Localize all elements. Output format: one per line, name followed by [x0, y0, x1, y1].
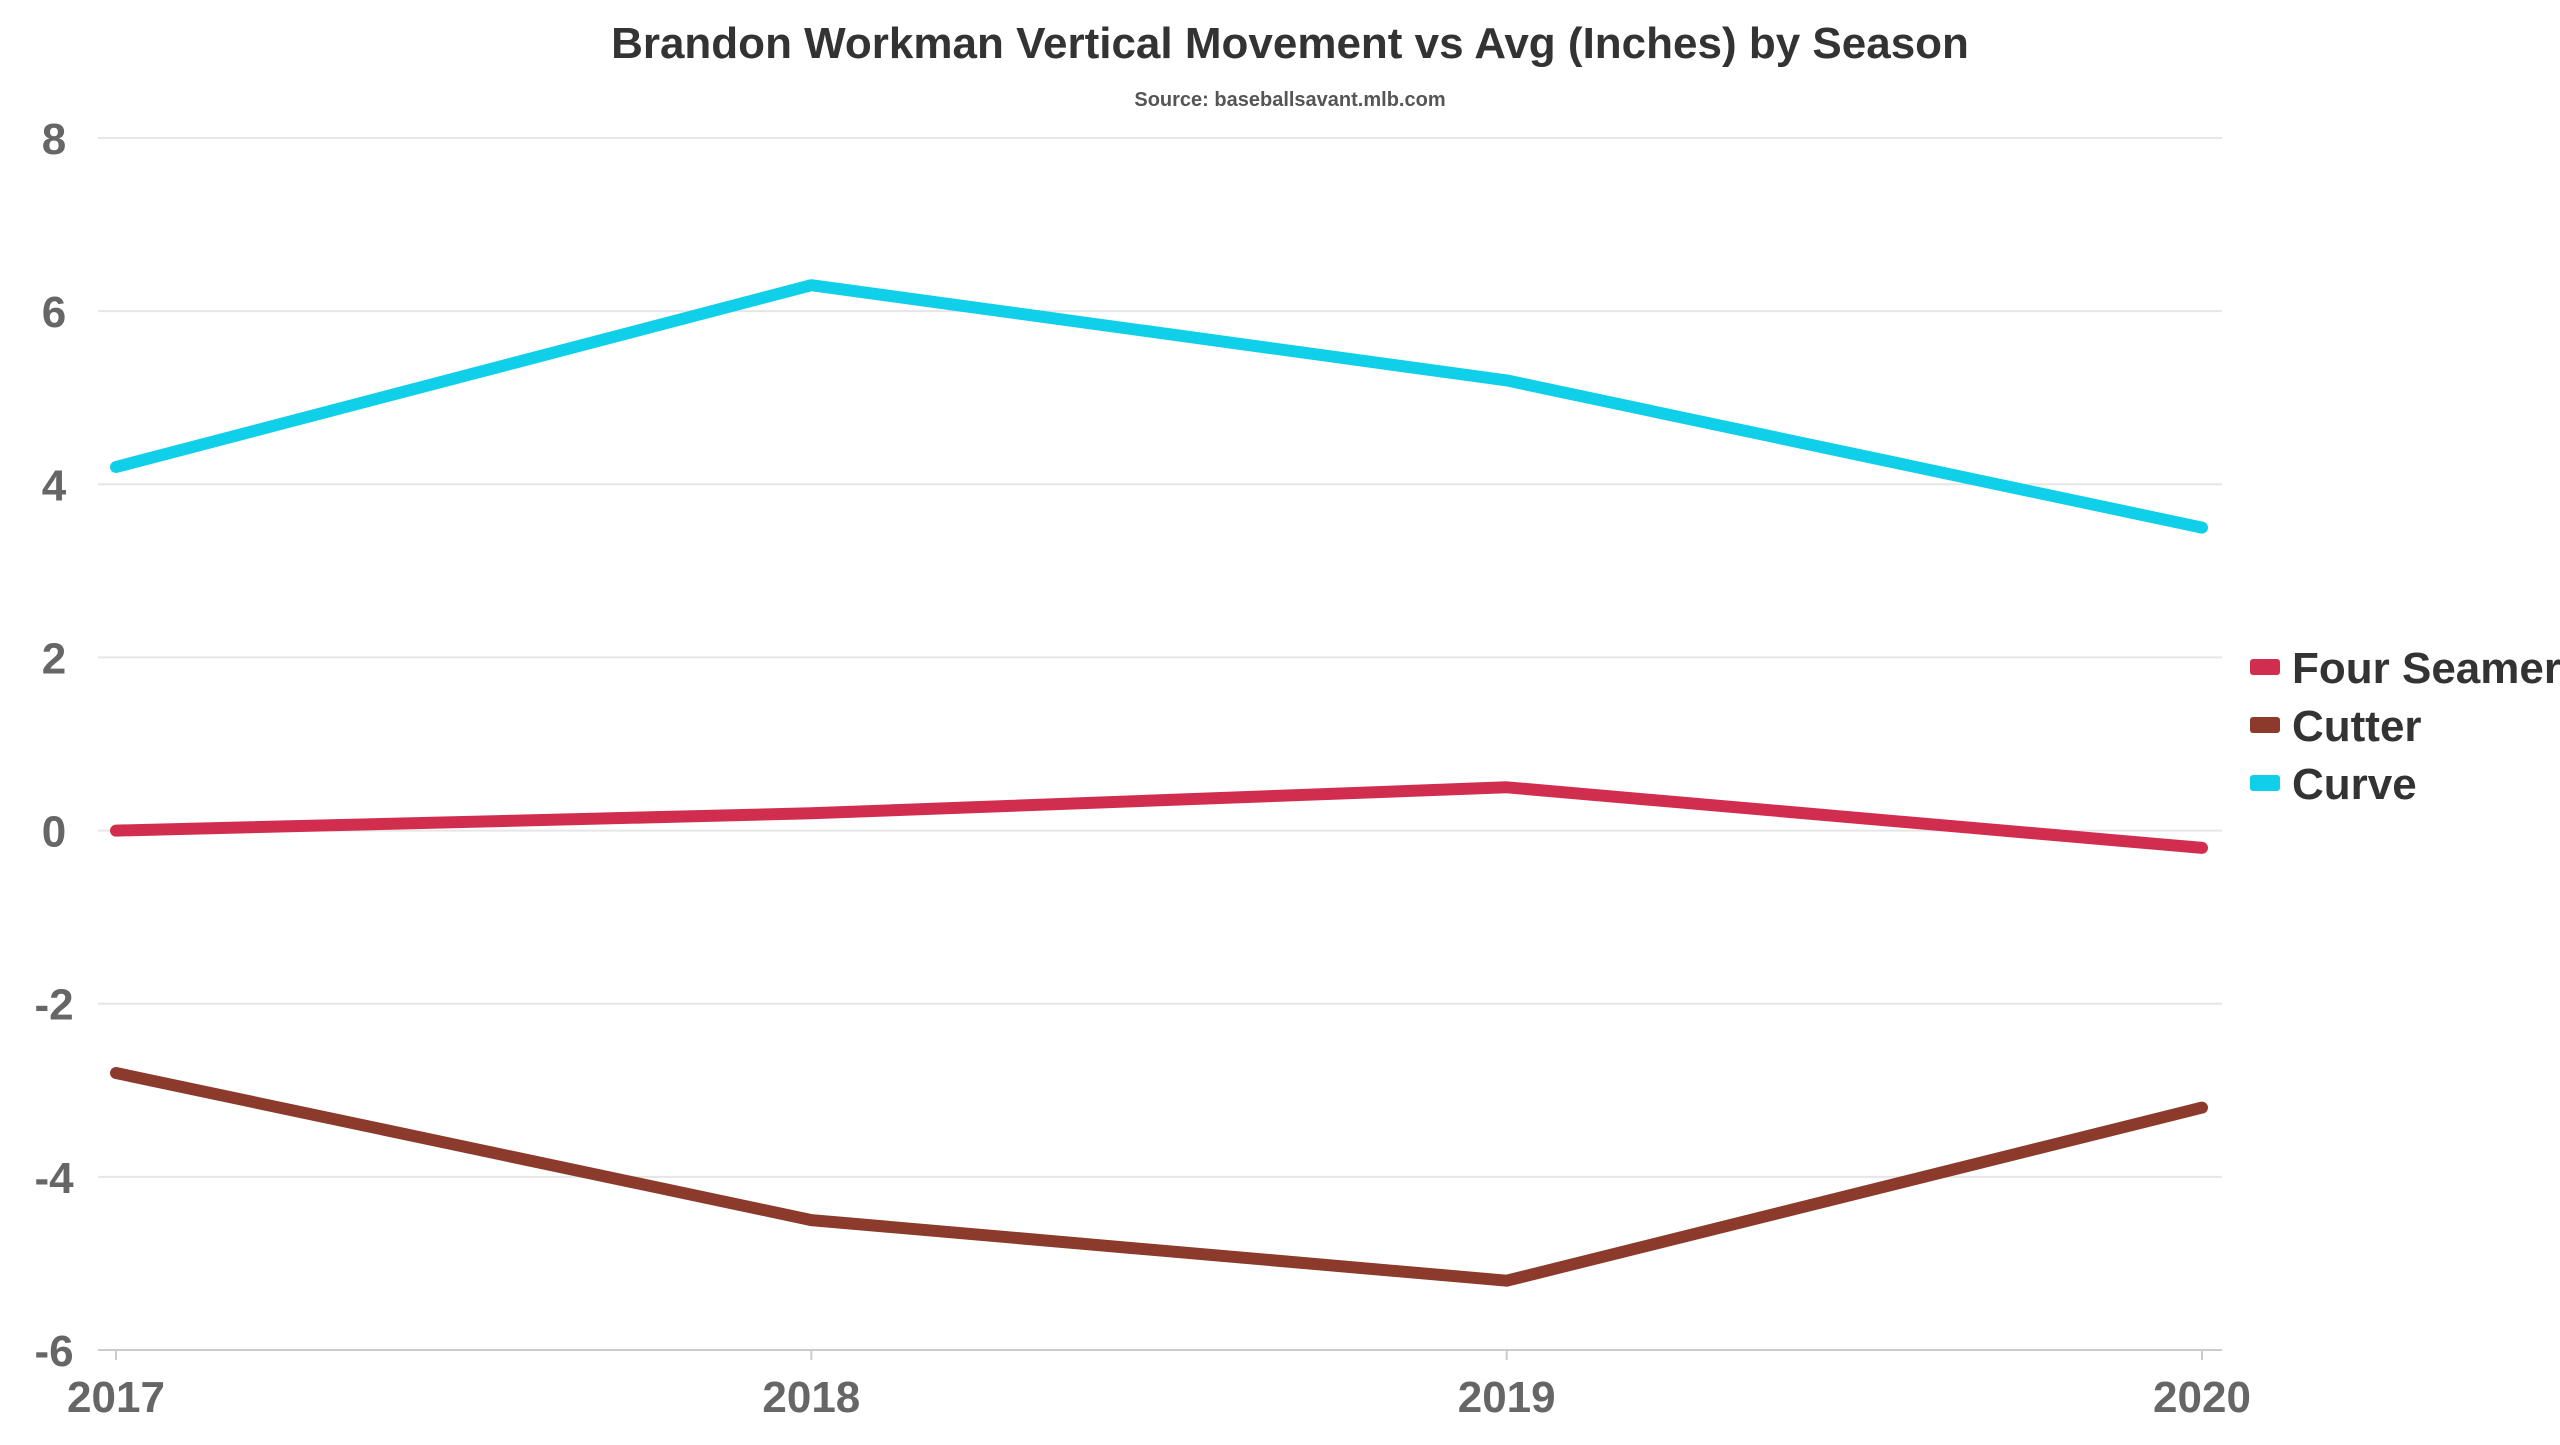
series-line-cutter	[110, 1067, 2208, 1287]
legend-item-cutter: Cutter	[2250, 702, 2422, 751]
grid-lines	[98, 137, 2222, 1178]
y-tick-label: 2	[42, 634, 66, 683]
legend: Four Seamer Cutter Curve	[2250, 644, 2560, 809]
x-tick-label: 2019	[1458, 1373, 1556, 1422]
y-axis: 8 6 4 2 0 -2 -4 -6	[34, 115, 74, 1376]
legend-swatch	[2250, 717, 2280, 733]
legend-label: Four Seamer	[2292, 644, 2560, 693]
chart-title: Brandon Workman Vertical Movement vs Avg…	[611, 19, 1969, 68]
legend-label: Cutter	[2292, 702, 2422, 751]
y-tick-label: 8	[42, 115, 66, 164]
y-tick-label: 0	[42, 808, 66, 857]
legend-swatch	[2250, 659, 2280, 675]
series-lines	[110, 279, 2208, 1287]
x-tick-label: 2020	[2153, 1373, 2251, 1422]
legend-item-curve: Curve	[2250, 760, 2417, 809]
series-line-curve	[110, 279, 2208, 534]
legend-swatch	[2250, 775, 2280, 791]
x-tick-label: 2018	[762, 1373, 860, 1422]
series-line-four-seamer	[110, 781, 2208, 854]
legend-item-four-seamer: Four Seamer	[2250, 644, 2560, 693]
y-tick-label: -4	[34, 1154, 74, 1203]
x-axis: 2017 2018 2019 2020	[67, 1349, 2251, 1422]
y-tick-label: -2	[34, 981, 73, 1030]
y-tick-label: 6	[42, 288, 66, 337]
x-tick-label: 2017	[67, 1373, 165, 1422]
chart-subtitle: Source: baseballsavant.mlb.com	[1134, 89, 1445, 111]
y-tick-label: 4	[42, 461, 67, 510]
y-tick-label: -6	[34, 1327, 73, 1376]
legend-label: Curve	[2292, 760, 2417, 809]
